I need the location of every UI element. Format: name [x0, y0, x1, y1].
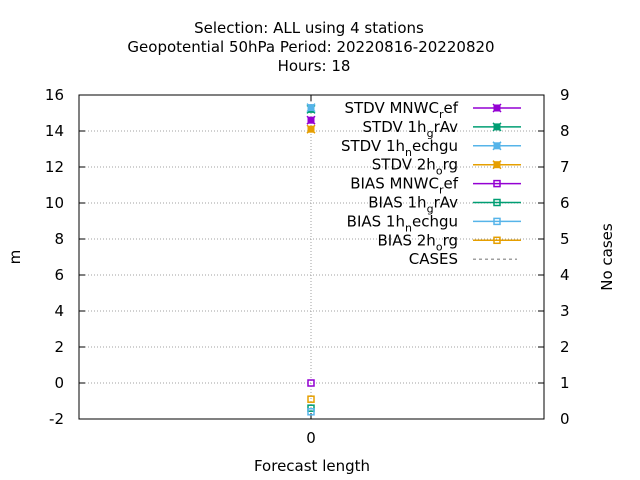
legend-marker [493, 217, 501, 226]
y-axis-label: m [6, 250, 24, 265]
y2-tick-label: 1 [560, 374, 570, 392]
legend-item: STDV 1hnechgu [341, 137, 521, 159]
y-tick-label: 0 [54, 374, 64, 392]
legend-label: STDV 1hnechgu [341, 137, 458, 159]
legend-label: BIAS 1hnechgu [347, 212, 458, 234]
title-line-3: Hours: 18 [278, 57, 351, 75]
legend-label: CASES [409, 250, 458, 268]
y2-tick-label: 4 [560, 266, 570, 284]
y-axis: -2 0 2 4 6 8 10 12 14 16 [45, 86, 85, 428]
legend-label: BIAS MNWCref [350, 175, 458, 197]
legend-item: CASES [409, 250, 517, 268]
y2-tick-label: 0 [560, 410, 570, 428]
y2-axis-label: No cases [598, 223, 616, 291]
y-tick-label: -2 [49, 410, 64, 428]
title-line-1: Selection: ALL using 4 stations [194, 19, 424, 37]
data-point [307, 395, 315, 403]
grid-lines [79, 95, 544, 419]
y2-axis: 0 1 2 3 4 5 6 7 8 9 [538, 86, 570, 428]
y-tick-label: 8 [54, 230, 64, 248]
legend-item: STDV MNWCref [344, 99, 521, 121]
legend-label: STDV MNWCref [344, 99, 458, 121]
legend-item: BIAS 1hgrAv [368, 194, 521, 216]
data-point [307, 379, 315, 387]
y-tick-label: 14 [45, 122, 64, 140]
legend-marker [493, 179, 501, 188]
y-tick-label: 16 [45, 86, 64, 104]
data-points [306, 103, 316, 416]
y-tick-label: 6 [54, 266, 64, 284]
legend-item: STDV 2horg [372, 156, 521, 178]
legend-marker [493, 198, 501, 207]
legend-marker [493, 236, 501, 245]
legend-marker [492, 160, 502, 170]
y2-tick-label: 6 [560, 194, 570, 212]
data-point [307, 408, 315, 416]
legend-marker [492, 141, 502, 151]
y2-tick-label: 3 [560, 302, 570, 320]
legend-item: BIAS 1hnechgu [347, 212, 521, 234]
legend-label: STDV 1hgrAv [363, 118, 459, 140]
legend-item: BIAS MNWCref [350, 175, 521, 197]
y2-tick-label: 9 [560, 86, 570, 104]
y2-tick-label: 8 [560, 122, 570, 140]
x-axis-label: Forecast length [254, 457, 370, 475]
y-tick-label: 12 [45, 158, 64, 176]
legend-label: BIAS 2horg [378, 231, 459, 253]
y2-tick-label: 7 [560, 158, 570, 176]
legend-label: BIAS 1hgrAv [368, 194, 458, 216]
title-line-2: Geopotential 50hPa Period: 20220816-2022… [127, 38, 494, 56]
data-point [306, 103, 316, 113]
y2-tick-label: 5 [560, 230, 570, 248]
y-tick-label: 10 [45, 194, 64, 212]
legend-marker [492, 103, 502, 113]
legend-item: BIAS 2horg [378, 231, 521, 253]
y-tick-label: 2 [54, 338, 64, 356]
chart-title: Selection: ALL using 4 stations Geopoten… [127, 19, 494, 75]
data-point [306, 124, 316, 134]
x-axis: 0 [306, 95, 316, 447]
data-point [306, 115, 316, 125]
y-tick-label: 4 [54, 302, 64, 320]
legend-label: STDV 2horg [372, 156, 458, 178]
x-tick-label: 0 [306, 429, 316, 447]
legend-item: STDV 1hgrAv [363, 118, 521, 140]
y2-tick-label: 2 [560, 338, 570, 356]
legend-marker [492, 122, 502, 132]
